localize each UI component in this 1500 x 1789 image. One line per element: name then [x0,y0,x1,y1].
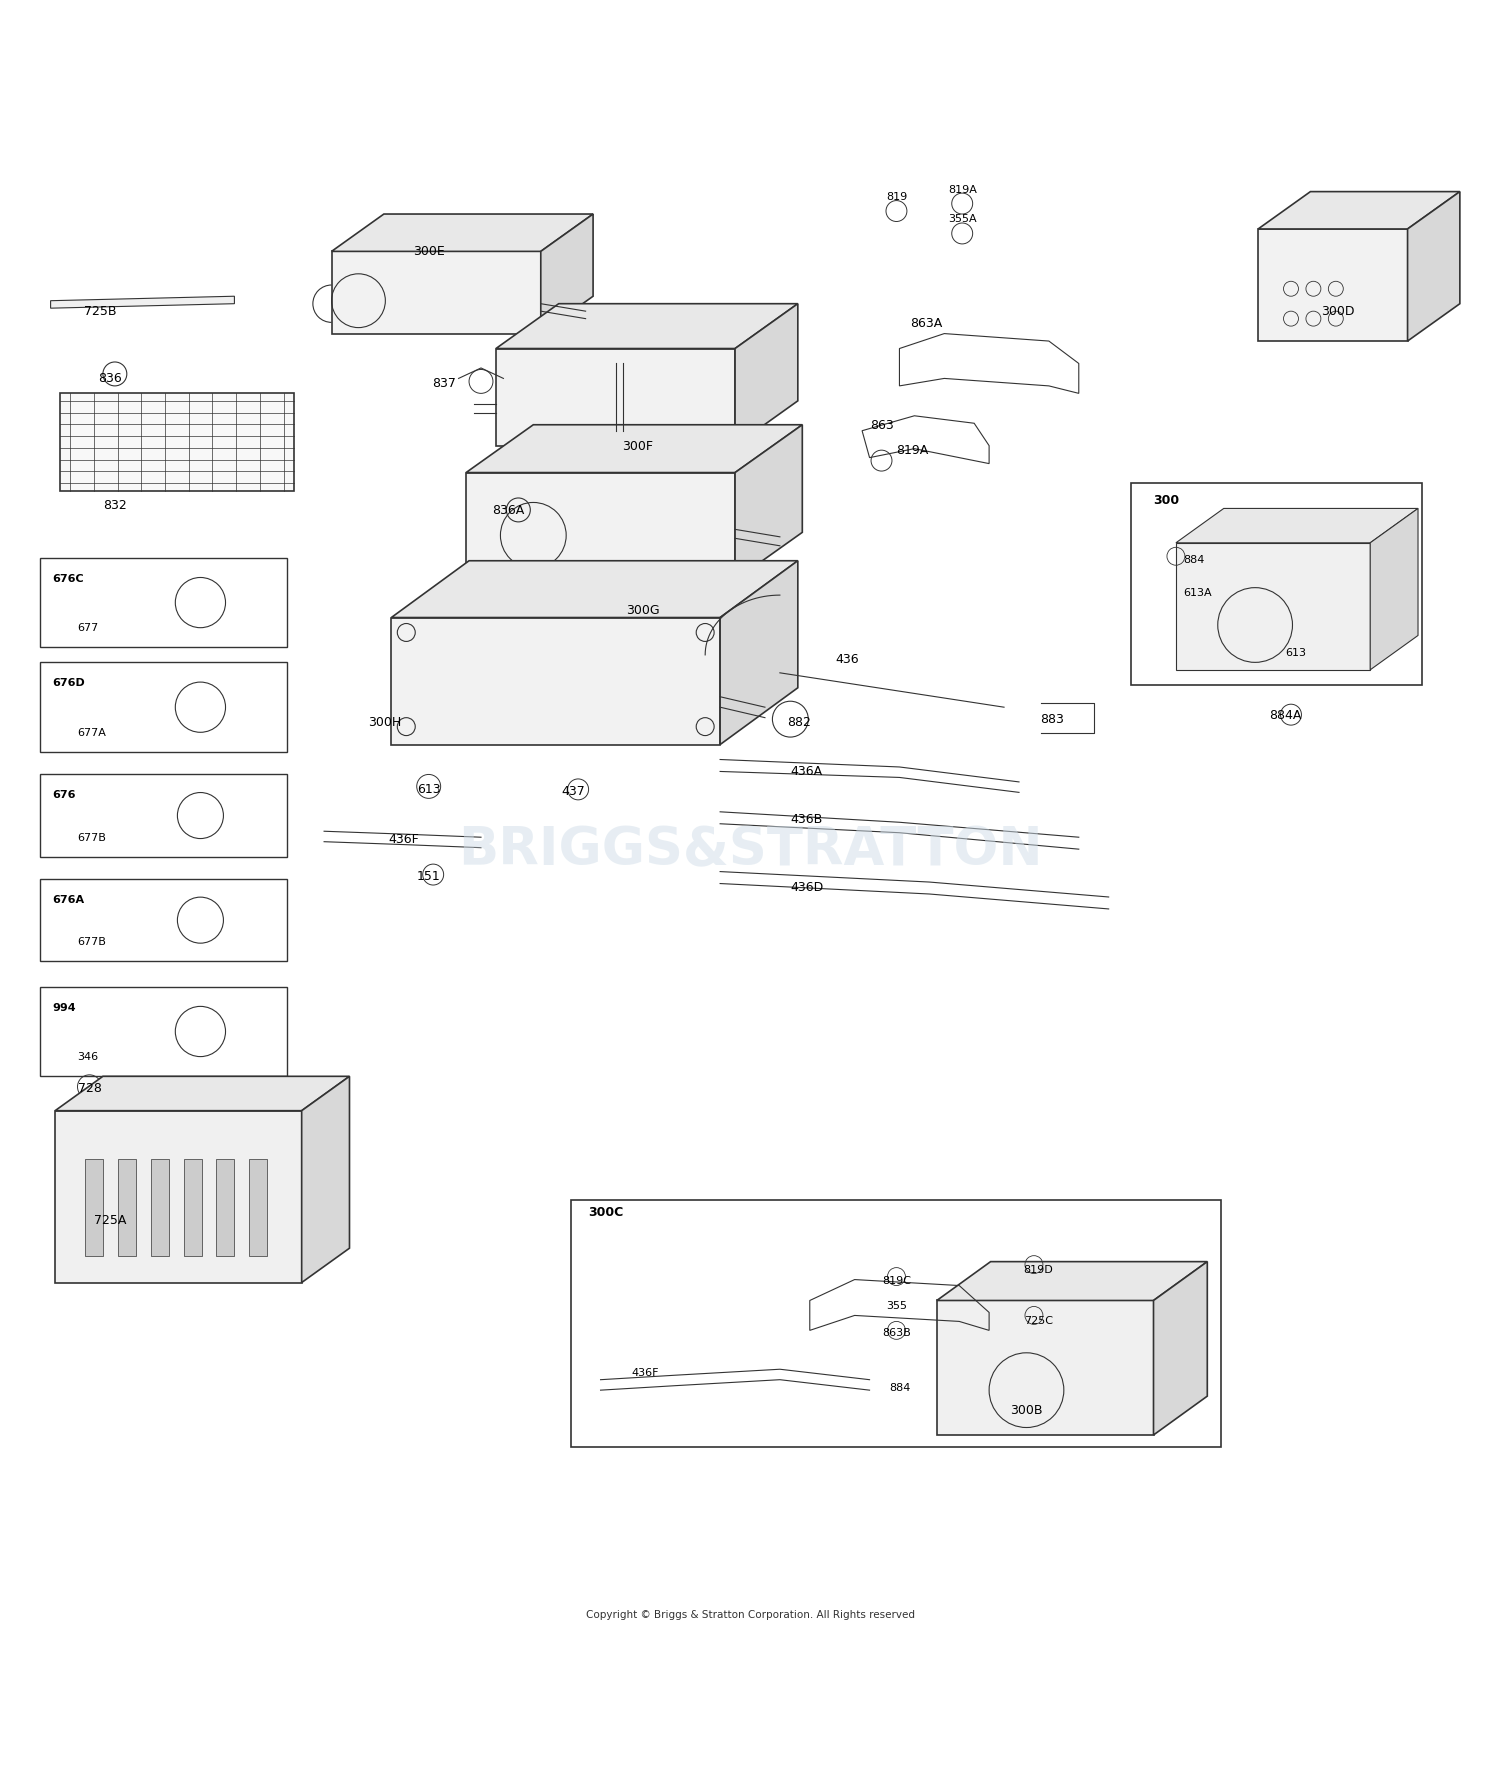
Text: 676D: 676D [53,678,86,689]
Text: 677: 677 [78,623,99,633]
Text: 883: 883 [1040,712,1064,726]
Polygon shape [496,304,798,349]
Polygon shape [735,426,802,581]
Text: 437: 437 [562,784,585,798]
Bar [1131,483,1422,685]
Text: 837: 837 [432,377,456,390]
Text: 436A: 436A [790,766,824,778]
Text: 677B: 677B [78,937,106,946]
Polygon shape [542,215,592,335]
Text: 355: 355 [886,1301,908,1310]
Polygon shape [1154,1261,1208,1435]
Bar [249,1159,267,1256]
Text: 436: 436 [836,653,860,666]
Text: 836: 836 [99,372,123,385]
Text: 677A: 677A [78,728,106,737]
Polygon shape [392,562,798,619]
Text: 436F: 436F [632,1367,658,1378]
Polygon shape [735,304,798,447]
Text: 725A: 725A [94,1213,126,1225]
Text: 819: 819 [886,191,908,202]
Text: 436D: 436D [790,880,824,893]
Text: Copyright © Briggs & Stratton Corporation. All Rights reserved: Copyright © Briggs & Stratton Corporatio… [585,1610,915,1619]
Polygon shape [496,349,735,447]
Text: 725C: 725C [1024,1315,1053,1326]
Text: 613: 613 [417,784,441,796]
Text: 613: 613 [1286,648,1306,658]
Polygon shape [332,252,542,335]
Polygon shape [720,562,798,746]
Text: 728: 728 [78,1082,102,1095]
Text: 863B: 863B [882,1327,910,1336]
Text: 725B: 725B [84,304,116,318]
Bar [150,1159,168,1256]
Text: 151: 151 [417,869,441,882]
Text: 819D: 819D [1023,1265,1053,1274]
Text: 884A: 884A [1269,708,1300,721]
Bar [216,1159,234,1256]
Polygon shape [392,619,720,746]
Bar [40,988,286,1077]
Text: 819C: 819C [882,1276,910,1285]
Text: BRIGGS&STRATTON: BRIGGS&STRATTON [458,823,1042,875]
Bar [40,664,286,753]
Text: 300E: 300E [413,245,444,258]
Bar [183,1159,201,1256]
Text: 676C: 676C [53,572,84,583]
Text: 677B: 677B [78,832,106,843]
Text: 300B: 300B [1010,1403,1042,1415]
Polygon shape [1258,229,1407,342]
Bar [570,1200,1221,1447]
Bar [86,1159,104,1256]
Text: 436B: 436B [790,812,824,827]
Bar [40,880,286,962]
Text: 613A: 613A [1184,589,1212,598]
Polygon shape [466,426,802,474]
Polygon shape [1176,544,1370,671]
Text: 863: 863 [870,419,894,431]
Text: 300F: 300F [622,440,654,453]
Polygon shape [332,215,592,252]
Polygon shape [1258,193,1460,229]
Polygon shape [60,394,294,492]
Text: 436F: 436F [388,832,418,844]
Polygon shape [1407,193,1460,342]
Text: 819A: 819A [948,184,976,195]
Text: 300D: 300D [1322,304,1354,318]
Text: 300: 300 [1154,494,1179,508]
Text: 884: 884 [1184,555,1204,565]
Polygon shape [302,1077,350,1283]
Polygon shape [1176,510,1418,544]
Text: 355A: 355A [948,215,976,224]
Text: 994: 994 [53,1002,75,1013]
Text: 819A: 819A [897,444,928,456]
Polygon shape [938,1261,1208,1301]
Text: 346: 346 [78,1052,99,1063]
Bar [40,558,286,648]
Text: 300C: 300C [588,1206,624,1218]
Text: 676: 676 [53,791,75,800]
Text: 676A: 676A [53,894,84,905]
Text: 882: 882 [788,716,812,728]
Text: 836A: 836A [492,504,524,517]
Bar [118,1159,136,1256]
Polygon shape [938,1301,1154,1435]
Text: 832: 832 [104,499,126,512]
Text: 863A: 863A [910,317,942,329]
Polygon shape [51,297,234,309]
Polygon shape [1370,510,1417,671]
Bar [40,775,286,857]
Text: 884: 884 [890,1383,910,1392]
Polygon shape [466,474,735,581]
Text: 300G: 300G [626,603,658,617]
Text: 300H: 300H [369,716,402,728]
Polygon shape [56,1077,350,1111]
Polygon shape [56,1111,302,1283]
